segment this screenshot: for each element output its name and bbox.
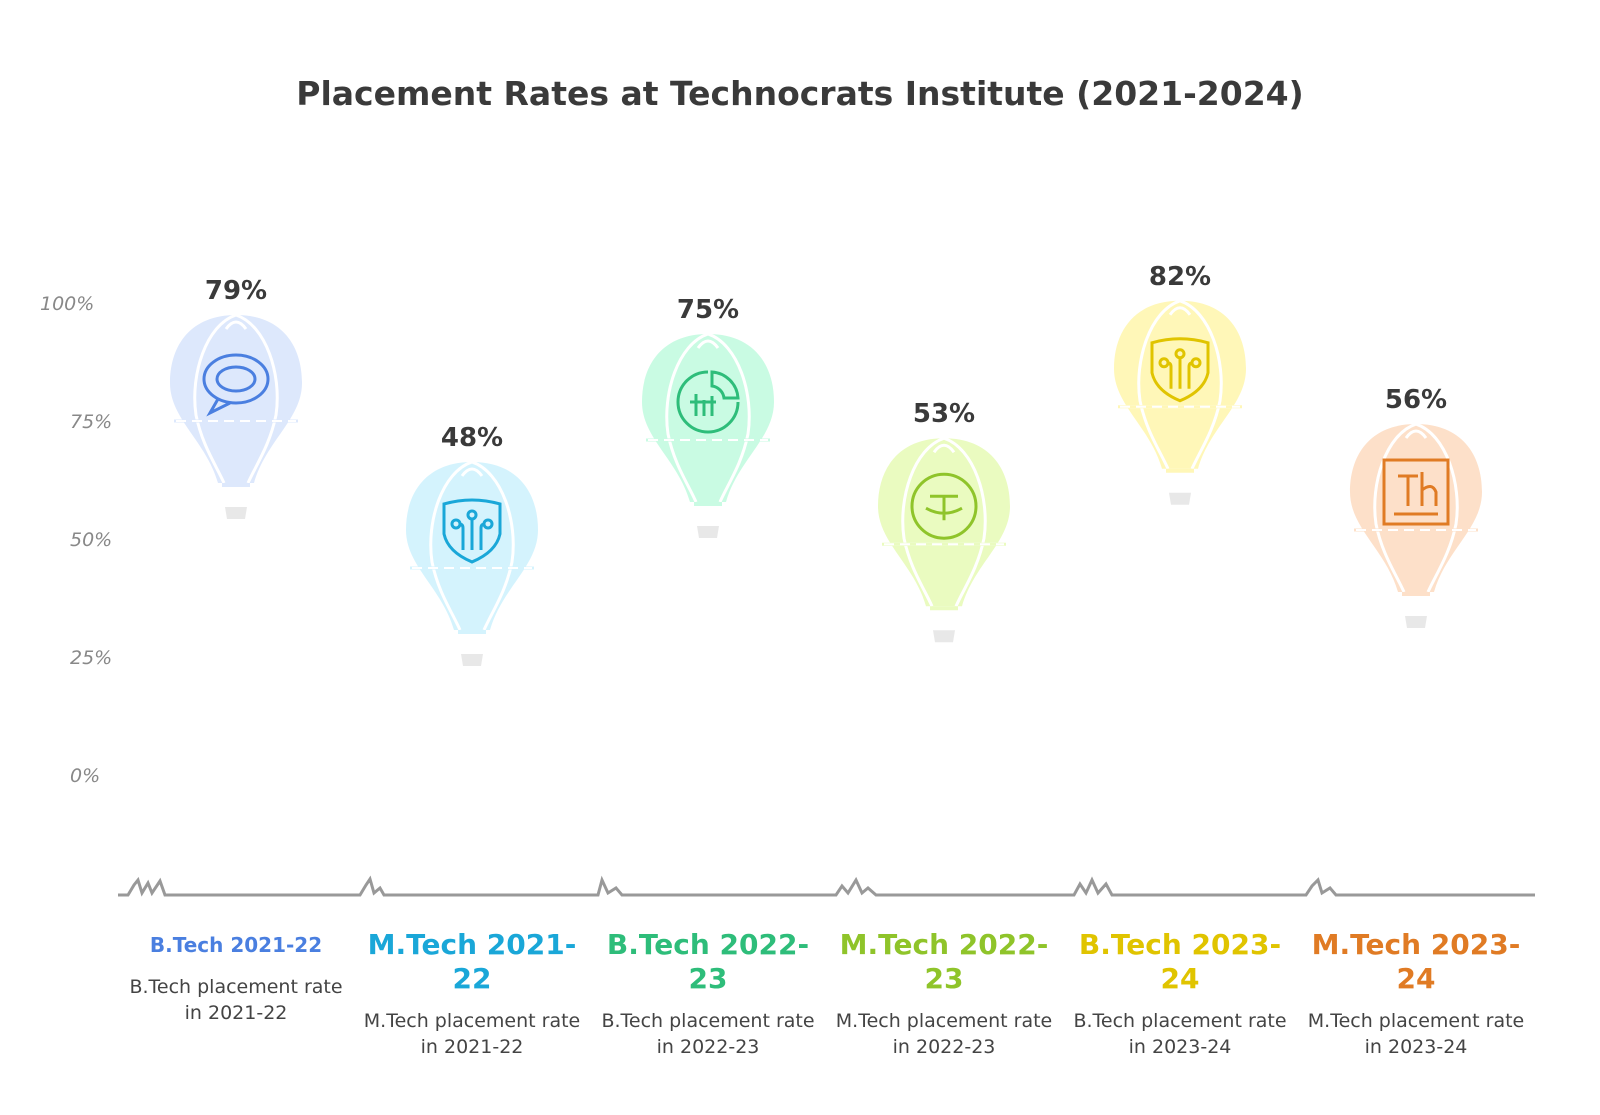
category-label: B.Tech 2022-23 B.Tech placement rate in 2… bbox=[598, 928, 818, 1060]
category-label: M.Tech 2021-22 M.Tech placement rate in 2… bbox=[362, 928, 582, 1060]
balloon-seams bbox=[410, 460, 534, 631]
y-tick-label: 0% bbox=[70, 765, 101, 787]
category-title: M.Tech 2023-24 bbox=[1311, 928, 1521, 995]
circuit-shield-icon bbox=[1150, 337, 1210, 403]
balloon-basket bbox=[697, 525, 719, 538]
category-description: M.Tech placement rate in 2023-24 bbox=[1307, 1010, 1525, 1058]
balloon-basket bbox=[1169, 492, 1191, 505]
balloon-basket bbox=[461, 653, 483, 666]
balloon-bar bbox=[406, 460, 538, 666]
category-description: B.Tech placement rate in 2022-23 bbox=[601, 1010, 815, 1058]
balloon-seams bbox=[174, 313, 298, 484]
balloon-basket bbox=[1405, 616, 1427, 629]
balloon-bar bbox=[878, 436, 1010, 643]
data-label: 56% bbox=[1385, 385, 1447, 415]
category-title: B.Tech 2022-23 bbox=[606, 928, 810, 995]
chart-title: Placement Rates at Technocrats Institute… bbox=[296, 74, 1304, 113]
category-title: B.Tech 2021-22 bbox=[149, 933, 323, 957]
category-description: B.Tech placement rate in 2021-22 bbox=[129, 976, 343, 1024]
x-axis-baseline bbox=[118, 875, 1535, 897]
data-label: 53% bbox=[913, 399, 975, 429]
target-icon bbox=[910, 472, 978, 540]
balloon-seams bbox=[646, 332, 770, 503]
balloon-seams bbox=[1118, 299, 1242, 470]
balloon-bar bbox=[1350, 422, 1482, 629]
category-label: B.Tech 2021-22 B.Tech placement rate in 2… bbox=[126, 928, 346, 1026]
balloon-envelope bbox=[170, 315, 302, 483]
category-description: M.Tech placement rate in 2021-22 bbox=[363, 1010, 581, 1058]
balloon-basket bbox=[933, 630, 955, 643]
category-title: M.Tech 2021-22 bbox=[367, 928, 577, 995]
balloon-bar bbox=[1114, 299, 1246, 505]
data-label: 79% bbox=[205, 276, 267, 306]
y-tick-label: 25% bbox=[70, 647, 113, 669]
balloon-seams bbox=[882, 436, 1006, 607]
category-title: B.Tech 2023-24 bbox=[1078, 928, 1282, 995]
category-description: M.Tech placement rate in 2022-23 bbox=[835, 1010, 1053, 1058]
category-label: M.Tech 2022-23 M.Tech placement rate in 2… bbox=[834, 928, 1054, 1060]
data-label: 75% bbox=[677, 295, 739, 325]
y-tick-label: 50% bbox=[70, 529, 113, 551]
data-label: 48% bbox=[441, 423, 503, 453]
category-description: B.Tech placement rate in 2023-24 bbox=[1073, 1010, 1287, 1058]
data-label: 82% bbox=[1149, 262, 1211, 292]
balloon-seams bbox=[1354, 422, 1478, 593]
speech-bubble-icon bbox=[202, 353, 270, 417]
balloon-envelope bbox=[1350, 424, 1482, 593]
chart-gauge-icon bbox=[676, 370, 740, 434]
y-tick-label: 75% bbox=[70, 411, 113, 433]
category-label: M.Tech 2023-24 M.Tech placement rate in 2… bbox=[1306, 928, 1526, 1060]
category-title: M.Tech 2022-23 bbox=[839, 928, 1049, 995]
circuit-shield-icon bbox=[442, 498, 502, 564]
balloon-bar bbox=[170, 313, 302, 519]
balloon-envelope bbox=[642, 333, 774, 502]
balloon-bar bbox=[642, 332, 774, 538]
balloon-envelope bbox=[878, 438, 1010, 607]
category-label: B.Tech 2023-24 B.Tech placement rate in 2… bbox=[1070, 928, 1290, 1060]
y-tick-label: 100% bbox=[40, 293, 95, 315]
th-box-icon bbox=[1382, 458, 1450, 526]
balloon-basket bbox=[225, 507, 247, 519]
